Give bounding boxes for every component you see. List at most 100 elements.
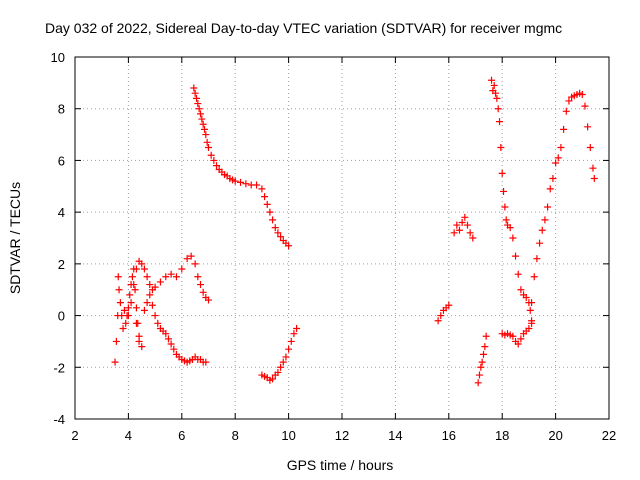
data-point: [231, 177, 239, 185]
data-point: [124, 304, 132, 312]
data-point: [178, 265, 186, 273]
data-point: [263, 200, 271, 208]
data-point: [199, 288, 207, 296]
data-point: [549, 175, 557, 183]
data-point: [517, 286, 525, 294]
data-point: [528, 299, 536, 307]
x-tick-label: 22: [602, 428, 616, 443]
series-arc9: [488, 76, 536, 325]
y-axis-title: SDTVAR / TECUs: [7, 182, 23, 294]
data-point: [261, 193, 269, 201]
data-point: [122, 319, 130, 327]
data-point: [497, 144, 505, 151]
data-point: [526, 306, 534, 314]
chart-title: Day 032 of 2022, Sidereal Day-to-day VTE…: [45, 20, 562, 36]
data-point: [584, 123, 592, 131]
data-point: [490, 81, 498, 89]
y-tick-label: 2: [58, 257, 65, 272]
y-tick-label: 8: [58, 102, 65, 117]
data-points: [111, 76, 598, 387]
data-point: [498, 169, 506, 177]
data-point: [128, 273, 136, 281]
data-point: [488, 76, 496, 84]
data-point: [453, 221, 461, 229]
data-point: [132, 265, 140, 273]
data-point: [541, 216, 549, 224]
data-point: [565, 97, 573, 105]
axis-ticks: [74, 56, 610, 420]
data-point: [130, 281, 138, 289]
data-point: [557, 144, 565, 151]
data-point: [237, 178, 245, 186]
x-tick-label: 14: [388, 428, 402, 443]
data-point: [162, 330, 170, 338]
data-point: [458, 218, 466, 226]
data-point: [164, 335, 172, 343]
data-point: [461, 213, 469, 221]
data-point: [455, 226, 463, 234]
data-point: [146, 281, 154, 289]
y-tick-label: 10: [51, 50, 65, 65]
series-arc6: [434, 301, 453, 325]
y-tick-label: 0: [58, 309, 65, 324]
data-point: [156, 278, 164, 286]
data-point: [269, 216, 277, 224]
data-point: [546, 185, 554, 193]
data-point: [271, 224, 279, 232]
data-point: [544, 203, 552, 211]
x-axis-title: GPS time / hours: [287, 457, 394, 473]
data-point: [269, 375, 277, 383]
data-point: [191, 89, 199, 97]
data-point: [138, 343, 146, 351]
data-point: [111, 358, 119, 366]
data-point: [285, 345, 293, 353]
data-point: [494, 105, 502, 113]
data-point: [282, 353, 290, 361]
data-point: [562, 107, 570, 115]
data-point: [132, 304, 140, 312]
data-point: [554, 154, 562, 162]
data-point: [509, 234, 517, 242]
series-arc1: [111, 265, 143, 366]
data-point: [198, 115, 206, 123]
data-point: [116, 299, 124, 307]
data-point: [132, 319, 140, 327]
data-point: [277, 233, 285, 241]
data-point: [143, 299, 151, 307]
data-point: [445, 301, 453, 309]
data-point: [469, 234, 477, 242]
data-point: [258, 185, 266, 193]
data-point: [274, 368, 282, 376]
data-point: [190, 84, 198, 92]
data-point: [493, 94, 501, 102]
data-point: [194, 100, 202, 108]
data-point: [506, 224, 514, 232]
data-point: [205, 296, 212, 304]
data-point: [533, 255, 541, 263]
data-point: [492, 89, 500, 97]
data-point: [277, 363, 285, 371]
data-point: [143, 273, 151, 281]
data-point: [210, 156, 218, 164]
data-point: [437, 312, 445, 320]
data-point: [285, 242, 293, 250]
data-point: [140, 265, 148, 273]
data-point: [115, 286, 123, 294]
data-point: [590, 175, 598, 183]
data-point: [194, 273, 202, 281]
series-arc3: [132, 291, 210, 366]
data-point: [528, 319, 536, 327]
data-point: [167, 270, 175, 278]
data-point: [502, 216, 510, 224]
data-point: [112, 337, 120, 345]
data-point: [293, 325, 301, 332]
data-point: [167, 340, 175, 348]
data-point: [481, 343, 489, 351]
data-point: [500, 187, 508, 195]
data-point: [474, 379, 482, 387]
x-tick-label: 8: [232, 428, 239, 443]
data-point: [242, 180, 250, 188]
data-point: [538, 226, 546, 234]
data-point: [552, 159, 560, 167]
